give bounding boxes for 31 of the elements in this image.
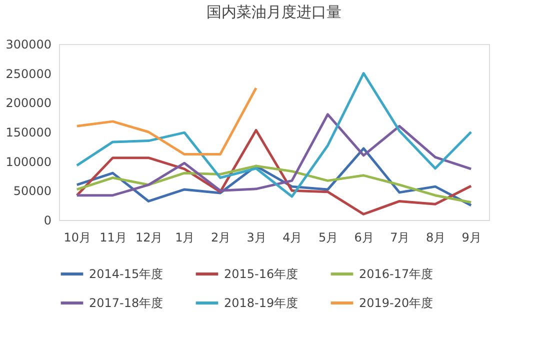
y-tick-label: 150000	[6, 126, 52, 140]
line-series	[76, 72, 472, 198]
y-tick-label: 250000	[6, 66, 52, 81]
x-tick-label: 8月	[426, 230, 446, 244]
x-tick-label: 3月	[246, 230, 266, 244]
x-tick-label: 1月	[175, 230, 195, 244]
x-tick-label: 11月	[100, 230, 127, 244]
legend-label: 2018-19年度	[224, 296, 298, 310]
x-tick-label: 9月	[462, 230, 482, 244]
legend-label: 2019-20年度	[359, 296, 434, 310]
x-tick-label: 5月	[318, 230, 338, 244]
line-series	[76, 113, 472, 197]
line-series	[76, 86, 258, 156]
legend-label: 2015-16年度	[224, 267, 298, 281]
x-tick-label: 7月	[390, 230, 410, 244]
y-tick-label: 200000	[6, 96, 52, 110]
chart-title: 国内菜油月度进口量	[206, 3, 342, 21]
y-tick-label: 100000	[6, 154, 52, 169]
x-tick-label: 4月	[282, 230, 302, 244]
line-series	[76, 164, 472, 204]
x-tick-label: 2月	[210, 230, 231, 244]
line-series	[76, 128, 472, 216]
x-tick-label: 6月	[354, 230, 374, 244]
legend-label: 2016-17年度	[359, 267, 434, 281]
legend-label: 2014-15年度	[89, 267, 164, 281]
y-tick-label: 0	[44, 214, 52, 228]
y-tick-label: 50000	[13, 184, 52, 198]
x-tick-label: 10月	[64, 230, 92, 244]
y-tick-label: 300000	[6, 38, 52, 52]
x-tick-label: 12月	[135, 230, 163, 244]
legend-label: 2017-18年度	[89, 296, 164, 310]
